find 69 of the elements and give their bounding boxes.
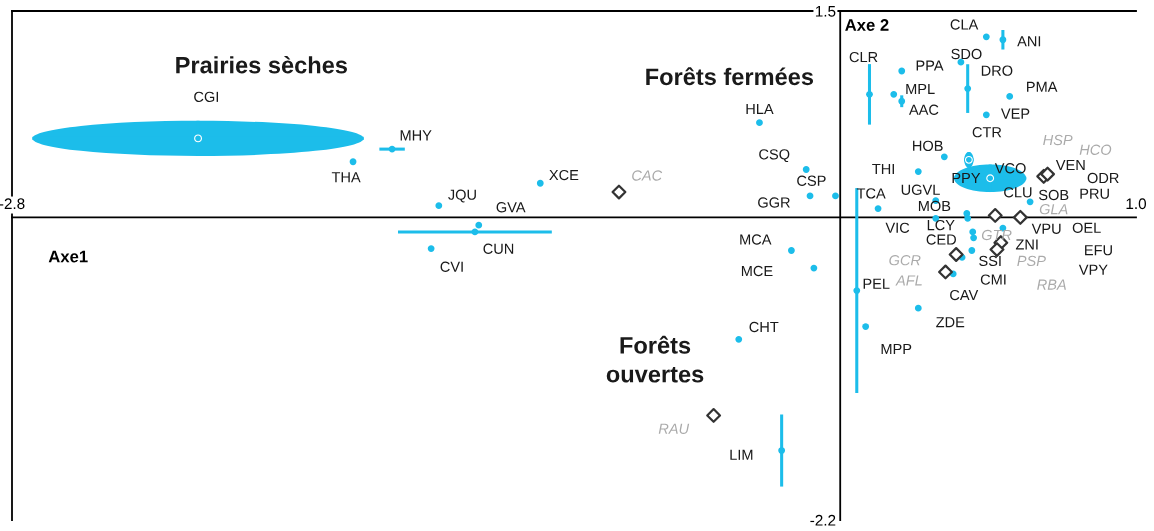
annotation: GTR xyxy=(981,229,1012,241)
annotation: CSP xyxy=(797,175,826,186)
x-tick-label: 1.0 xyxy=(1126,198,1147,210)
annotation: PSP xyxy=(1017,255,1046,267)
annotation: MPL xyxy=(906,83,935,94)
annotation: VPY xyxy=(1078,264,1108,275)
annotation: UGVL xyxy=(901,184,940,195)
annotation: JQU xyxy=(448,189,476,203)
annotation: CAC xyxy=(632,170,663,181)
annotation: HOB xyxy=(913,140,943,152)
annotation: CMI xyxy=(980,274,1006,285)
annotation: CAV xyxy=(950,289,979,301)
annotation: PRU xyxy=(1080,188,1109,199)
annotation: CLA xyxy=(950,19,979,30)
annotation: GGR xyxy=(758,197,790,208)
annotation: GVA xyxy=(496,202,526,213)
annotation: Prairies sèches xyxy=(176,55,347,74)
annotation: VPU xyxy=(1031,223,1061,234)
annotation: LIM xyxy=(730,449,753,460)
x-axis-title: Axe1 xyxy=(48,250,88,263)
annotation: MHY xyxy=(400,130,432,141)
annotation: CLU xyxy=(1004,187,1032,198)
annotation: HLA xyxy=(746,103,774,114)
annotation: XCE xyxy=(549,169,579,181)
annotation: AAC xyxy=(908,104,939,115)
annotation: THI xyxy=(872,163,894,174)
annotation: Forêts fermées xyxy=(646,67,814,86)
annotation: ODR xyxy=(1087,172,1119,184)
annotation: PMA xyxy=(1027,81,1058,92)
annotation: Forêts ouvertes xyxy=(606,335,704,383)
annotation: CLR xyxy=(849,51,878,63)
y-tick-label: 1.5 xyxy=(815,6,836,17)
annotation: HSP xyxy=(1043,134,1073,146)
annotation: SOB xyxy=(1038,189,1069,201)
annotation: CHT xyxy=(749,321,779,333)
annotation: MPP xyxy=(881,343,912,354)
annotation: PEL xyxy=(863,278,890,289)
annotation: SSI xyxy=(979,255,1001,267)
annotation: VEP xyxy=(1000,108,1030,119)
x-tick-label: -2.8 xyxy=(0,198,25,210)
annotation: CUN xyxy=(483,243,514,254)
annotation: RBA xyxy=(1037,279,1066,290)
annotation: EFU xyxy=(1085,245,1112,256)
annotation: ZDE xyxy=(936,317,965,328)
annotation: VIC xyxy=(885,222,910,233)
annotation: AFL xyxy=(895,275,922,286)
annotation: CVI xyxy=(440,261,463,272)
annotation: RAU xyxy=(658,423,690,434)
annotation: MCA xyxy=(740,234,772,245)
annotation: PPA xyxy=(916,60,944,71)
annotation: MOB xyxy=(918,200,951,212)
annotation: VEN xyxy=(1055,159,1085,171)
annotation: CTR xyxy=(972,127,1002,138)
annotation: HCO xyxy=(1079,144,1112,155)
annotation: ANI xyxy=(1017,36,1041,47)
annotation: THA xyxy=(331,172,361,183)
annotation: GLA xyxy=(1039,203,1068,215)
annotation: DRO xyxy=(981,65,1013,76)
annotation: GCR xyxy=(889,255,921,266)
annotation: CSQ xyxy=(759,149,790,163)
annotation: OEL xyxy=(1072,222,1101,233)
annotation: CGI xyxy=(194,91,218,103)
annotation: MCE xyxy=(741,265,773,277)
annotation: SDO xyxy=(951,48,982,60)
annotation: LCY xyxy=(927,219,955,231)
annotation: CED xyxy=(926,234,956,245)
y-tick-label: -2.2 xyxy=(810,514,836,526)
annotation: ZNI xyxy=(1015,239,1038,250)
y-axis-title: Axe 2 xyxy=(845,19,889,31)
